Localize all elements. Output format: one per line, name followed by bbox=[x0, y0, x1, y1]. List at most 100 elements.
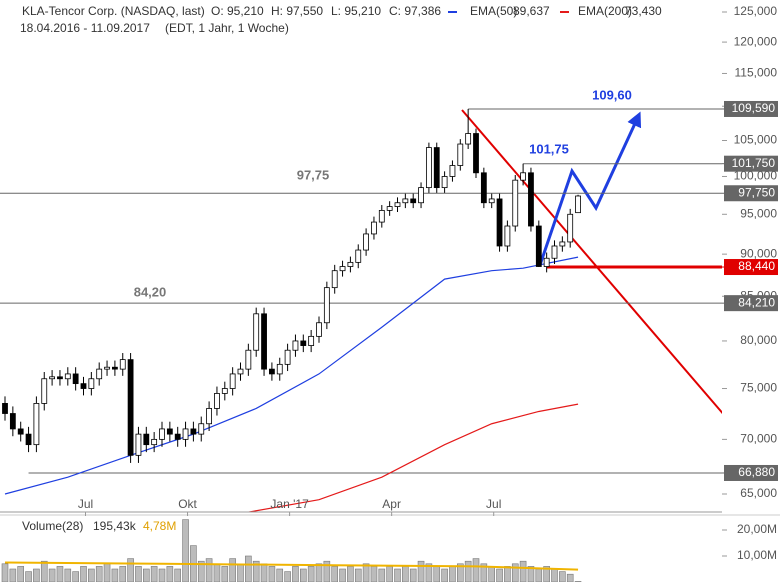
volume-bar bbox=[362, 563, 370, 582]
volume-bar bbox=[229, 558, 236, 582]
volume-bar bbox=[464, 560, 472, 582]
annotation: 84,20 bbox=[134, 284, 167, 299]
volume-bar bbox=[119, 566, 127, 582]
legend-value: 89,637 bbox=[513, 4, 550, 18]
candle-body bbox=[504, 225, 511, 247]
candle-body bbox=[64, 373, 71, 380]
candle-body bbox=[104, 366, 110, 370]
candle-body bbox=[488, 198, 495, 204]
annotation: 97,75 bbox=[297, 167, 330, 182]
y-tick-label: 65,000 bbox=[740, 486, 777, 500]
volume-bar bbox=[378, 568, 386, 582]
quote: L: 95,210 bbox=[331, 4, 381, 18]
candle-body bbox=[567, 213, 574, 243]
candle-body bbox=[174, 433, 181, 440]
candle-body bbox=[363, 233, 370, 251]
volume-bar bbox=[80, 566, 87, 582]
level-label: 109,590 bbox=[732, 101, 776, 115]
projection-arrow bbox=[538, 111, 642, 266]
volume-label: Volume(28) bbox=[22, 519, 83, 533]
level-box bbox=[724, 185, 778, 202]
volume-bar bbox=[252, 560, 260, 582]
candle-body bbox=[80, 383, 87, 389]
volume-bar bbox=[488, 566, 496, 582]
volume-bar bbox=[409, 568, 417, 582]
candle-body bbox=[198, 423, 205, 435]
candle-body bbox=[308, 335, 315, 346]
volume-bar bbox=[213, 563, 221, 582]
level-box bbox=[724, 100, 778, 117]
volume-bar bbox=[276, 568, 284, 582]
volume-bar bbox=[88, 568, 95, 582]
volume-bar bbox=[307, 566, 315, 582]
volume-bar bbox=[72, 571, 79, 582]
candle-body bbox=[300, 340, 307, 346]
candle-body bbox=[394, 202, 401, 207]
candle-body bbox=[480, 172, 487, 204]
volume-bar bbox=[299, 568, 307, 582]
volume-bar bbox=[527, 566, 535, 582]
level-box bbox=[724, 464, 778, 481]
candle-body bbox=[119, 359, 126, 370]
level-box bbox=[724, 259, 778, 276]
volume-bar bbox=[370, 566, 378, 582]
volume-bar bbox=[205, 558, 213, 582]
x-tick-label: Okt bbox=[178, 497, 197, 511]
candle-body bbox=[41, 378, 48, 404]
candle-body bbox=[151, 438, 158, 446]
candle-body bbox=[449, 165, 456, 177]
header: KLA-Tencor Corp. (NASDAQ, last) O: 95,21… bbox=[20, 4, 441, 533]
volume-bar bbox=[551, 568, 558, 582]
candle-body bbox=[253, 313, 260, 351]
x-tick-label: Jul bbox=[78, 497, 93, 511]
volume-bar bbox=[402, 566, 409, 582]
candle-body bbox=[465, 133, 472, 145]
volume-bar bbox=[315, 563, 323, 582]
y-tick-label: 70,000 bbox=[740, 432, 777, 446]
chart-title: KLA-Tencor Corp. (NASDAQ, last) bbox=[22, 4, 205, 18]
annotation: 101,75 bbox=[529, 141, 569, 156]
y-tick-label: 105,000 bbox=[734, 133, 778, 147]
volume-bar bbox=[511, 563, 519, 582]
ema-line bbox=[245, 403, 579, 512]
y-tick-label: 120,000 bbox=[734, 34, 778, 48]
volume-bar bbox=[496, 568, 503, 582]
y-tick-label: 75,000 bbox=[740, 381, 777, 395]
volume-bar bbox=[543, 566, 550, 582]
volume-bar bbox=[166, 566, 174, 582]
volume-bar bbox=[56, 566, 64, 582]
level-label: 84,210 bbox=[738, 295, 775, 309]
candle-body bbox=[543, 257, 550, 267]
volume-bar bbox=[292, 566, 299, 582]
x-tick-label: Apr bbox=[382, 497, 401, 511]
volume-bar bbox=[566, 573, 574, 582]
candle-body bbox=[57, 376, 63, 380]
subtitle: 18.04.2016 - 11.09.2017 bbox=[20, 21, 150, 35]
volume-bar bbox=[9, 568, 17, 582]
volume-bar bbox=[17, 566, 25, 582]
legend-label: EMA(200) bbox=[578, 4, 632, 18]
candle-body bbox=[418, 187, 424, 204]
volume-bar bbox=[143, 568, 150, 582]
x-tick-label: Jan '17 bbox=[270, 497, 309, 511]
volume-bar bbox=[111, 568, 119, 582]
volume-bar bbox=[386, 566, 393, 582]
candle-body bbox=[9, 413, 16, 430]
candle-body bbox=[261, 313, 267, 370]
candle-body bbox=[88, 378, 95, 389]
volume-bar bbox=[33, 568, 40, 582]
y-tick-label: 115,000 bbox=[735, 66, 778, 80]
candle-body bbox=[473, 133, 479, 174]
volume-bar bbox=[260, 563, 268, 582]
legend-label: EMA(50) bbox=[470, 4, 517, 18]
ema-line bbox=[4, 256, 579, 495]
candle-body bbox=[214, 393, 220, 409]
volume-bar bbox=[158, 568, 166, 582]
volume-avg: 4,78M bbox=[143, 519, 176, 533]
volume-bar bbox=[221, 566, 229, 582]
candle-body bbox=[371, 221, 377, 235]
candle-body bbox=[441, 176, 448, 189]
volume-bar bbox=[127, 558, 134, 582]
candle-body bbox=[268, 368, 275, 375]
